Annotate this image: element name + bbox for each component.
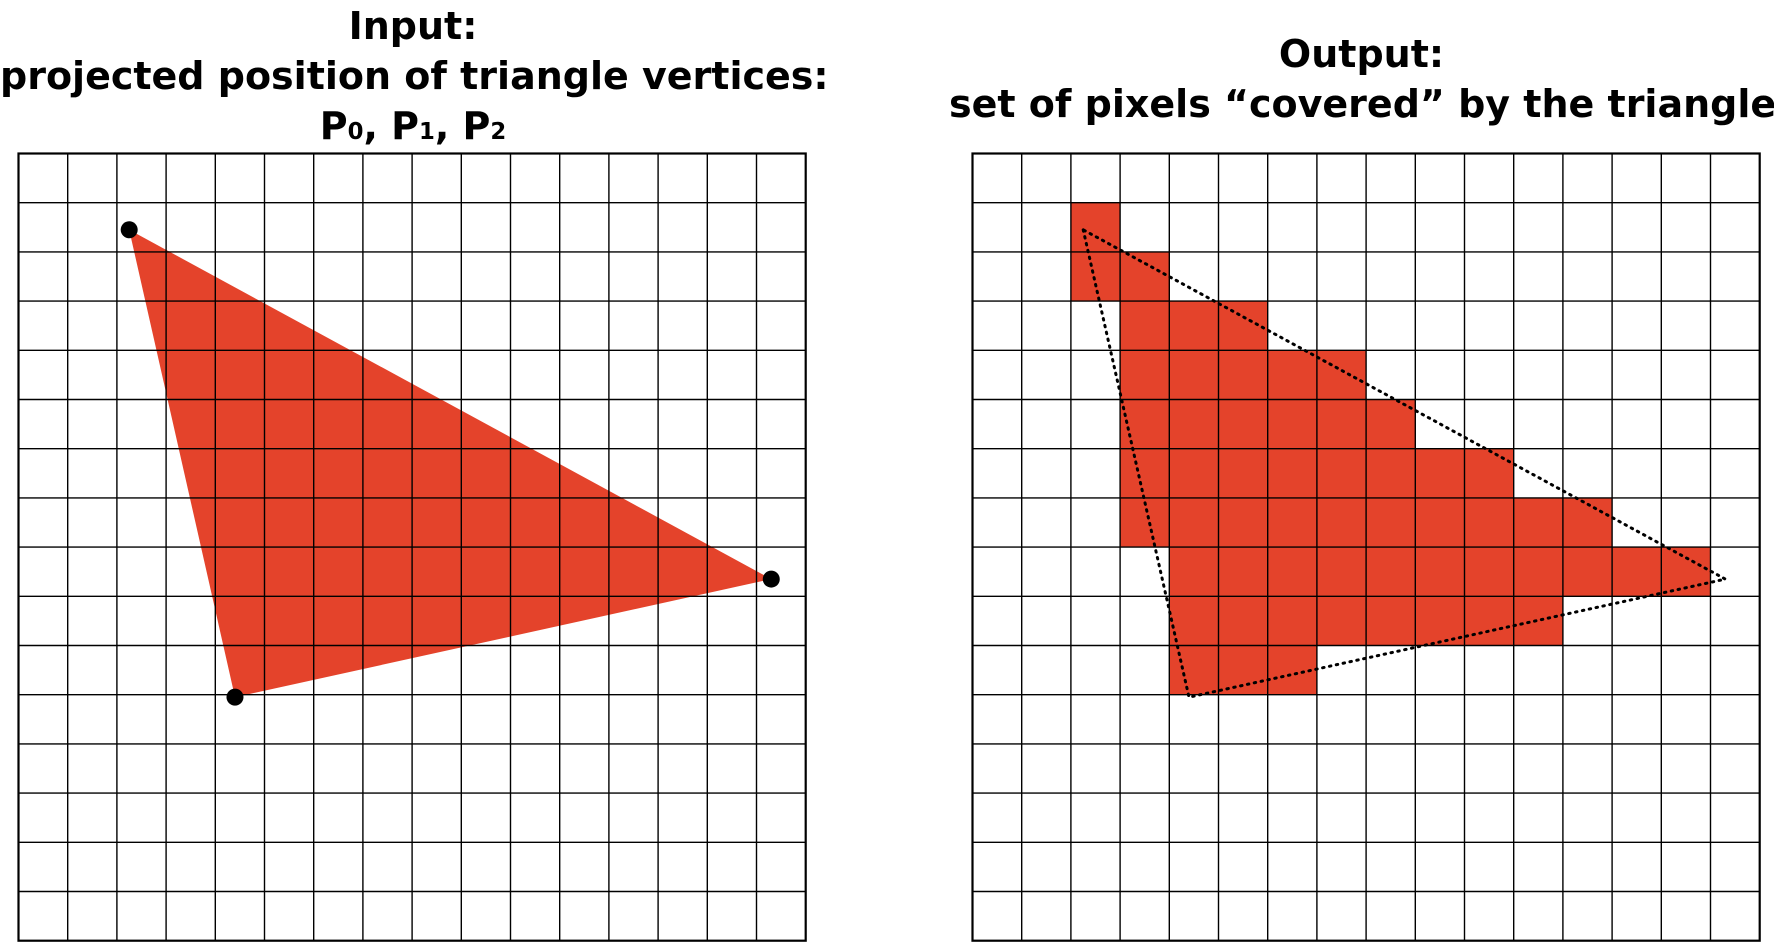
covered-pixel — [1169, 645, 1219, 695]
input-title-line2: projected position of triangle vertices: — [0, 54, 829, 98]
covered-pixel — [1415, 596, 1465, 646]
covered-pixel — [1366, 399, 1416, 449]
covered-pixel — [1316, 547, 1367, 597]
covered-pixel — [1415, 497, 1465, 548]
covered-pixel — [1218, 448, 1268, 498]
grid-border — [971, 152, 1761, 942]
covered-pixel — [1070, 251, 1121, 302]
covered-pixel — [1169, 497, 1219, 548]
input-pixel-grid — [17, 152, 807, 942]
covered-pixel — [1464, 448, 1514, 498]
covered-pixel — [1366, 596, 1416, 646]
covered-pixel — [1169, 448, 1219, 498]
covered-pixel — [1366, 547, 1416, 597]
covered-pixel — [1120, 399, 1170, 449]
output-title: Output: set of pixels “covered” by the t… — [949, 29, 1774, 129]
vertex-point-p1 — [226, 688, 244, 706]
grid-border — [17, 152, 807, 942]
covered-pixel — [1513, 547, 1563, 597]
covered-pixel — [1562, 547, 1613, 597]
output-pixel-grid — [971, 152, 1761, 942]
covered-pixel — [1562, 497, 1613, 548]
covered-pixel — [1267, 448, 1317, 498]
covered-pixel — [1120, 251, 1170, 302]
covered-pixel — [1218, 596, 1268, 646]
covered-pixel — [1513, 596, 1563, 646]
covered-pixel — [1366, 448, 1416, 498]
covered-pixel — [1612, 547, 1662, 597]
covered-pixel — [1464, 497, 1514, 548]
vertex-labels: P0, P1, P2 — [0, 101, 826, 151]
input-title-line1: Input: — [348, 4, 478, 48]
covered-pixel — [1415, 448, 1465, 498]
covered-pixel — [1120, 350, 1170, 400]
covered-pixel — [1267, 596, 1317, 646]
covered-pixel — [1120, 301, 1170, 351]
covered-pixel — [1316, 448, 1367, 498]
covered-pixel — [1464, 547, 1514, 597]
vertex-point-p0 — [120, 221, 138, 239]
covered-pixel — [1267, 350, 1317, 400]
covered-pixel — [1267, 399, 1317, 449]
covered-pixel — [1218, 497, 1268, 548]
covered-pixel — [1169, 399, 1219, 449]
input-title: Input: projected position of triangle ve… — [0, 1, 829, 151]
covered-pixel — [1366, 497, 1416, 548]
vertex-label-p1: P1, — [391, 104, 463, 148]
covered-pixel — [1464, 596, 1514, 646]
covered-pixel — [1218, 350, 1268, 400]
covered-pixel — [1169, 547, 1219, 597]
covered-pixel — [1169, 350, 1219, 400]
projected-triangle — [129, 229, 772, 698]
vertex-label-p0: P0, — [319, 104, 392, 148]
covered-pixel — [1070, 202, 1121, 252]
covered-pixel — [1316, 497, 1367, 548]
output-title-line1: Output: — [1278, 32, 1445, 76]
output-title-line2: set of pixels “covered” by the triangle — [949, 82, 1774, 126]
triangle-outline-dotted — [1081, 226, 1730, 699]
covered-pixel — [1218, 645, 1268, 695]
vertex-point-p2 — [762, 570, 780, 588]
covered-pixel — [1267, 547, 1317, 597]
covered-pixel — [1218, 399, 1268, 449]
covered-pixel — [1267, 497, 1317, 548]
covered-pixel — [1513, 497, 1563, 548]
covered-pixel — [1316, 350, 1367, 400]
covered-pixel — [1415, 547, 1465, 597]
covered-pixel — [1218, 547, 1268, 597]
vertex-label-p2: P2 — [462, 104, 507, 148]
covered-pixel — [1316, 596, 1367, 646]
covered-pixel — [1169, 596, 1219, 646]
covered-pixel — [1120, 448, 1170, 498]
covered-pixel — [1169, 301, 1219, 351]
covered-pixel — [1120, 497, 1170, 548]
covered-pixel — [1316, 399, 1367, 449]
